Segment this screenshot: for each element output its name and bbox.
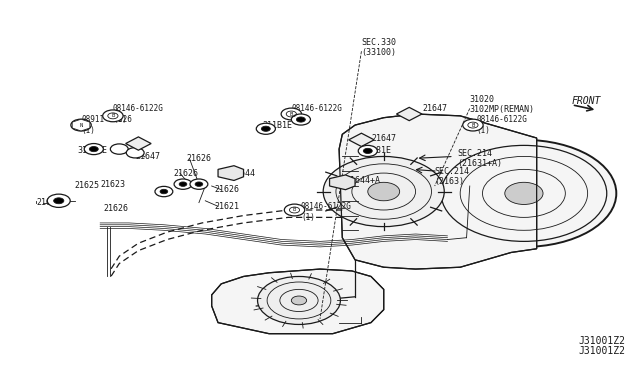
- Text: SEC.330
(33100): SEC.330 (33100): [362, 38, 396, 57]
- Circle shape: [281, 108, 301, 120]
- Text: B: B: [471, 123, 474, 128]
- Polygon shape: [125, 137, 151, 150]
- Polygon shape: [212, 269, 384, 334]
- Polygon shape: [339, 114, 537, 269]
- Text: 08911-10626
(1): 08911-10626 (1): [81, 115, 132, 135]
- Text: 21621: 21621: [215, 202, 240, 211]
- Text: 21644: 21644: [231, 169, 256, 177]
- Text: B: B: [293, 208, 296, 212]
- Circle shape: [358, 145, 378, 157]
- Text: J31001Z2: J31001Z2: [579, 346, 626, 356]
- Text: 21623: 21623: [100, 180, 125, 189]
- Text: 31181E: 31181E: [78, 147, 108, 155]
- Text: N: N: [79, 123, 83, 128]
- Text: FRONT: FRONT: [572, 96, 601, 106]
- Text: 31020
3102MP(REMAN): 31020 3102MP(REMAN): [470, 95, 535, 115]
- Text: 08146-6122G
(1): 08146-6122G (1): [291, 104, 342, 124]
- Circle shape: [195, 182, 203, 186]
- Circle shape: [291, 296, 307, 305]
- Text: 08146-6122G
(1): 08146-6122G (1): [301, 202, 352, 222]
- Text: 21626: 21626: [173, 169, 198, 177]
- Text: SEC.214
(2163): SEC.214 (2163): [435, 167, 470, 186]
- Circle shape: [174, 179, 192, 189]
- Circle shape: [291, 114, 310, 125]
- Circle shape: [84, 144, 103, 155]
- Text: 08146-6122G
(1): 08146-6122G (1): [476, 115, 527, 135]
- Text: B: B: [111, 113, 115, 118]
- Polygon shape: [349, 133, 374, 147]
- Circle shape: [261, 126, 270, 131]
- Circle shape: [160, 189, 168, 194]
- Circle shape: [296, 117, 305, 122]
- Text: 31181E: 31181E: [362, 147, 392, 155]
- Text: 21647: 21647: [422, 104, 447, 113]
- Text: J31001Z2: J31001Z2: [578, 336, 625, 346]
- Text: 08146-6122G
(1): 08146-6122G (1): [113, 104, 164, 124]
- Circle shape: [463, 119, 483, 131]
- Circle shape: [179, 182, 187, 186]
- Polygon shape: [72, 119, 90, 131]
- Circle shape: [256, 123, 275, 134]
- Circle shape: [155, 186, 173, 197]
- Circle shape: [126, 148, 144, 158]
- Polygon shape: [330, 175, 355, 190]
- Polygon shape: [396, 108, 422, 121]
- Circle shape: [431, 140, 616, 247]
- Circle shape: [110, 144, 128, 154]
- Circle shape: [368, 182, 399, 201]
- Text: 311B1E: 311B1E: [262, 121, 292, 129]
- Circle shape: [102, 110, 123, 122]
- Text: 21647: 21647: [135, 152, 160, 161]
- Circle shape: [90, 147, 99, 152]
- Text: 21625: 21625: [36, 198, 61, 207]
- Text: 21647: 21647: [371, 134, 396, 142]
- Circle shape: [257, 276, 340, 324]
- Circle shape: [47, 194, 70, 208]
- Polygon shape: [218, 166, 244, 180]
- Text: B: B: [290, 112, 293, 116]
- Circle shape: [71, 119, 92, 131]
- Text: 21625: 21625: [75, 182, 100, 190]
- Circle shape: [323, 157, 444, 227]
- Circle shape: [190, 179, 208, 189]
- Text: 21626: 21626: [215, 185, 240, 194]
- Circle shape: [364, 148, 372, 154]
- Text: 21644+A: 21644+A: [346, 176, 381, 185]
- Text: SEC.214
(21631+A): SEC.214 (21631+A): [457, 148, 502, 168]
- Text: 21626: 21626: [186, 154, 211, 163]
- Circle shape: [284, 204, 305, 216]
- Text: 21626: 21626: [103, 203, 129, 213]
- Circle shape: [54, 198, 64, 204]
- Circle shape: [505, 182, 543, 205]
